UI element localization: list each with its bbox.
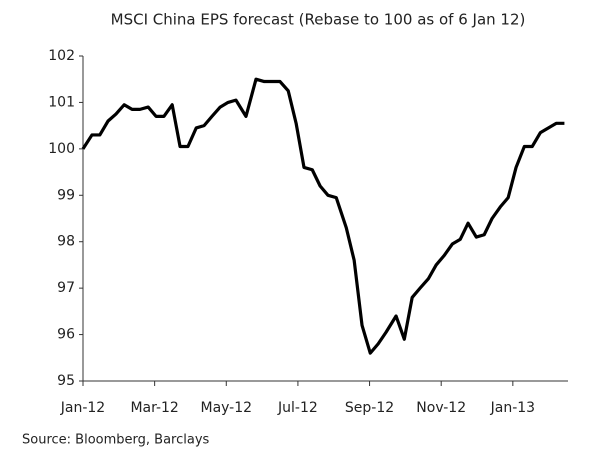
- y-tick-label: 96: [57, 327, 75, 343]
- y-tick-label: 102: [48, 48, 75, 64]
- y-tick-label: 95: [57, 373, 75, 389]
- y-tick-label: 101: [48, 94, 75, 110]
- x-tick-label: May-12: [200, 400, 252, 416]
- x-tick-label: Jan-13: [490, 400, 535, 416]
- chart-title: MSCI China EPS forecast (Rebase to 100 a…: [111, 11, 526, 29]
- x-tick-label: Sep-12: [345, 400, 394, 416]
- data-line: [81, 77, 565, 355]
- x-tick-label: Nov-12: [416, 400, 466, 416]
- source-note: Source: Bloomberg, Barclays: [22, 433, 210, 448]
- x-tick-label: Jul-12: [277, 400, 318, 416]
- y-tick-label: 100: [48, 141, 75, 157]
- x-tick-label: Jan-12: [60, 400, 105, 416]
- y-tick-label: 99: [57, 187, 75, 203]
- y-tick-label: 97: [57, 280, 75, 296]
- y-tick-label: 98: [57, 234, 75, 250]
- x-tick-label: Mar-12: [130, 400, 178, 416]
